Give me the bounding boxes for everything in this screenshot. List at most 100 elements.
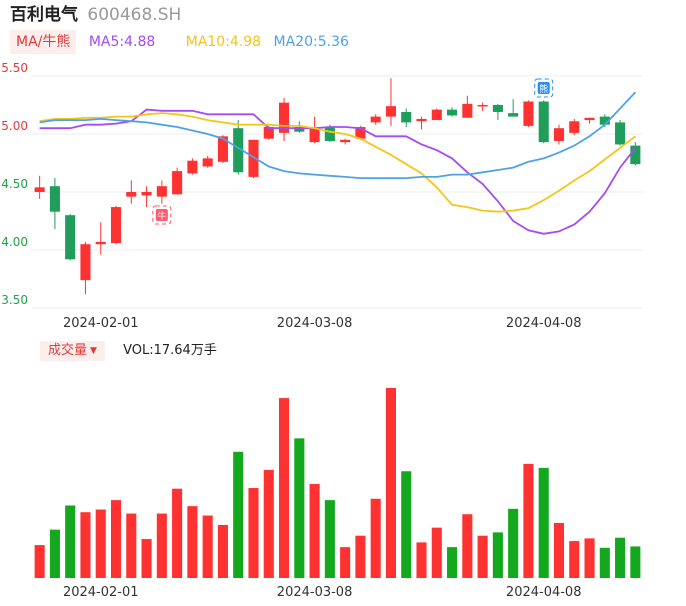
candle-body bbox=[523, 101, 534, 126]
candle-body bbox=[462, 103, 473, 118]
volume-bar bbox=[34, 545, 45, 578]
volume-bar bbox=[599, 547, 610, 578]
bear-badge-icon-label: 熊 bbox=[539, 83, 548, 95]
y-tick-label: 4.50 bbox=[1, 177, 28, 191]
candle bbox=[187, 158, 198, 175]
candle-body bbox=[340, 139, 351, 143]
candle bbox=[538, 100, 549, 144]
candle bbox=[49, 178, 60, 230]
candle-body bbox=[110, 207, 122, 244]
candle-body bbox=[126, 192, 137, 197]
candle-body bbox=[233, 128, 244, 173]
x-tick-label: 2024-04-08 bbox=[506, 316, 582, 331]
candle bbox=[141, 186, 152, 208]
candle bbox=[217, 135, 228, 163]
volume-bar bbox=[126, 513, 137, 578]
candle-body bbox=[34, 187, 45, 192]
ma-legend: MA/牛熊 MA5:4.88 MA10:4.98 MA20:5.36 bbox=[10, 30, 349, 54]
volume-bar bbox=[172, 488, 183, 578]
volume-bar bbox=[492, 532, 503, 578]
volume-bar bbox=[202, 515, 213, 578]
candle bbox=[126, 180, 137, 204]
candle-body bbox=[217, 136, 228, 162]
volume-bar bbox=[401, 471, 412, 578]
ma-toggle-button[interactable]: MA/牛熊 bbox=[10, 30, 77, 54]
candle-body bbox=[584, 117, 595, 121]
volume-bar bbox=[95, 509, 106, 578]
candle bbox=[630, 142, 641, 166]
volume-bar bbox=[309, 484, 320, 578]
candle-body bbox=[80, 244, 91, 281]
volume-button-label: 成交量 bbox=[48, 343, 88, 358]
volume-bar bbox=[233, 451, 244, 578]
candle bbox=[447, 107, 458, 117]
candle-body bbox=[95, 241, 106, 245]
caret-down-icon: ▼ bbox=[90, 346, 97, 356]
candle-body bbox=[187, 160, 198, 174]
x-tick-label: 2024-03-08 bbox=[277, 316, 353, 331]
bull-badge-icon-fill bbox=[155, 209, 168, 221]
volume-bar bbox=[65, 505, 76, 578]
candle bbox=[309, 116, 320, 144]
volume-bar bbox=[584, 538, 595, 578]
volume-bar bbox=[431, 527, 442, 578]
volume-bar bbox=[370, 498, 381, 578]
volume-bar bbox=[615, 537, 626, 578]
volume-bar bbox=[447, 547, 458, 578]
candle-body bbox=[615, 122, 626, 145]
volume-bar bbox=[553, 522, 565, 578]
candle bbox=[294, 121, 305, 133]
volume-bar bbox=[340, 547, 351, 578]
candle bbox=[462, 95, 473, 118]
volume-bar bbox=[477, 535, 488, 578]
volume-bar bbox=[217, 524, 228, 578]
candle-body bbox=[309, 128, 320, 143]
candle-body bbox=[202, 158, 213, 167]
volume-bar bbox=[187, 506, 198, 578]
candle bbox=[370, 114, 381, 125]
volume-bar bbox=[141, 539, 152, 578]
candle-body bbox=[599, 116, 610, 125]
candle-body bbox=[370, 116, 381, 123]
volume-bar bbox=[630, 546, 641, 578]
ma20-label: MA20:5.36 bbox=[273, 34, 349, 50]
stock-name: 百利电气 bbox=[10, 5, 78, 25]
candle-body bbox=[172, 171, 183, 195]
volume-bar bbox=[110, 500, 122, 578]
ma10-line bbox=[39, 112, 636, 213]
candle bbox=[385, 78, 397, 126]
x-tick-label: 2024-02-01 bbox=[63, 316, 139, 331]
candle bbox=[508, 99, 519, 117]
bull-badge-icon-frame bbox=[152, 205, 172, 225]
volume-bar bbox=[324, 500, 335, 578]
candle-body bbox=[477, 105, 488, 107]
candle-body bbox=[385, 106, 397, 117]
candle-body bbox=[324, 127, 335, 141]
candle bbox=[431, 108, 442, 121]
candle-body bbox=[294, 127, 305, 132]
candle bbox=[110, 205, 122, 245]
y-tick-label: 3.50 bbox=[1, 293, 28, 307]
volume-bar bbox=[538, 467, 549, 578]
volume-bar bbox=[156, 513, 167, 578]
candle-body bbox=[401, 111, 412, 123]
bear-badge-icon-frame bbox=[534, 78, 554, 98]
candle bbox=[553, 124, 565, 145]
x-tick-label: 2024-04-08 bbox=[506, 585, 582, 600]
y-tick-label: 5.00 bbox=[1, 119, 28, 133]
candle-body bbox=[630, 145, 641, 165]
candle bbox=[401, 108, 412, 128]
candle bbox=[80, 241, 91, 295]
volume-bar bbox=[263, 469, 274, 578]
volume-bar bbox=[508, 508, 519, 578]
candle-body bbox=[156, 186, 167, 197]
volume-value: VOL:17.64万手 bbox=[123, 343, 217, 358]
x-tick-label: 2024-03-08 bbox=[277, 585, 353, 600]
stock-title: 百利电气 600468.SH bbox=[10, 4, 181, 26]
volume-bar bbox=[355, 535, 366, 578]
candle-body bbox=[278, 102, 290, 133]
stock-code: 600468.SH bbox=[87, 5, 182, 25]
volume-indicator-dropdown[interactable]: 成交量 ▼ bbox=[40, 341, 105, 361]
candle bbox=[34, 175, 45, 199]
